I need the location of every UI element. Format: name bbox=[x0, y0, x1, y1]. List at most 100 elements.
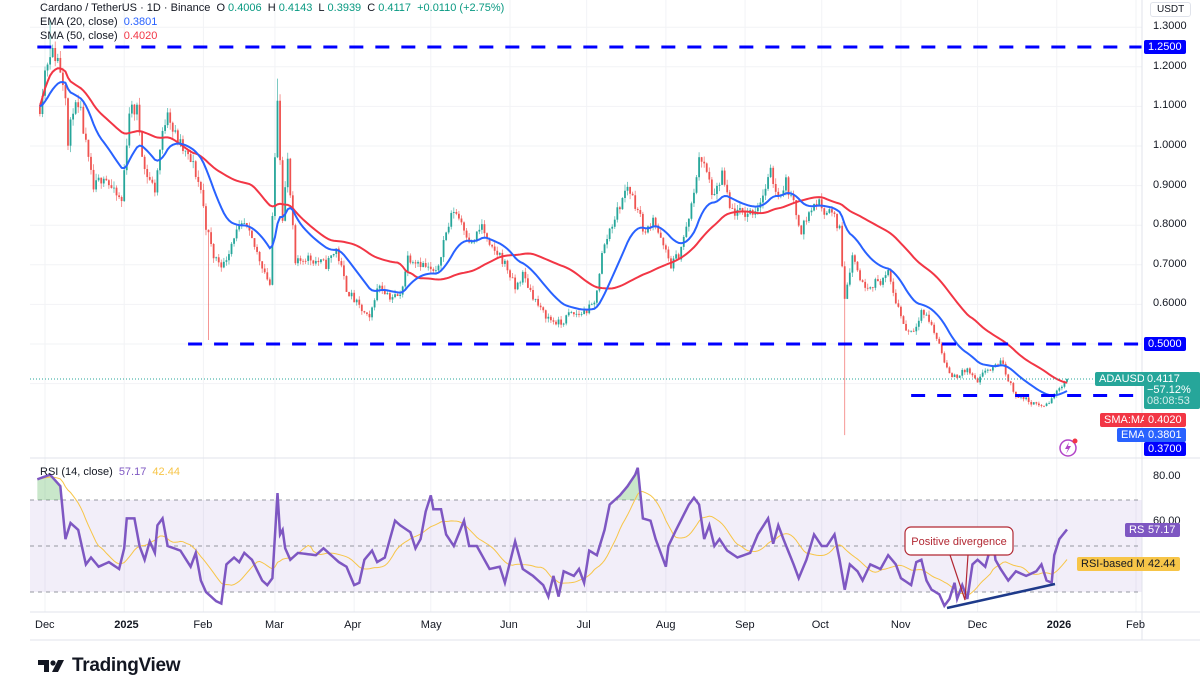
candle[interactable] bbox=[409, 253, 412, 265]
candle[interactable] bbox=[567, 308, 570, 317]
candle[interactable] bbox=[598, 272, 601, 293]
candle[interactable] bbox=[424, 258, 427, 268]
candle[interactable] bbox=[156, 168, 159, 196]
sma-legend[interactable]: SMA (50, close) 0.4020 bbox=[40, 30, 160, 42]
candle[interactable] bbox=[871, 286, 874, 292]
candle[interactable] bbox=[442, 235, 445, 262]
candle[interactable] bbox=[373, 298, 376, 311]
candle[interactable] bbox=[555, 320, 557, 326]
candle[interactable] bbox=[95, 173, 97, 193]
ema-legend[interactable]: EMA (20, close) 0.3801 bbox=[40, 16, 160, 28]
candle[interactable] bbox=[618, 205, 621, 214]
candle[interactable] bbox=[153, 179, 156, 197]
candle[interactable] bbox=[739, 202, 741, 215]
candle[interactable] bbox=[391, 294, 394, 303]
candle[interactable] bbox=[504, 259, 506, 267]
candle[interactable] bbox=[976, 377, 979, 383]
candle[interactable] bbox=[795, 200, 798, 220]
candle[interactable] bbox=[143, 154, 146, 175]
candle[interactable] bbox=[969, 367, 971, 375]
candle[interactable] bbox=[578, 310, 580, 318]
candle[interactable] bbox=[869, 286, 872, 290]
candle[interactable] bbox=[74, 99, 77, 116]
candle[interactable] bbox=[728, 189, 731, 210]
candle[interactable] bbox=[64, 81, 67, 106]
candle[interactable] bbox=[164, 119, 166, 134]
candle[interactable] bbox=[877, 275, 879, 282]
candle[interactable] bbox=[744, 206, 746, 221]
divergence-annotation[interactable]: Positive divergence bbox=[904, 526, 1056, 610]
candle[interactable] bbox=[123, 164, 126, 202]
candle[interactable] bbox=[417, 260, 419, 268]
candle[interactable] bbox=[317, 257, 320, 266]
candle[interactable] bbox=[884, 271, 887, 283]
candle[interactable] bbox=[634, 190, 637, 212]
candle[interactable] bbox=[261, 261, 264, 273]
candle[interactable] bbox=[1040, 404, 1043, 408]
candle[interactable] bbox=[708, 167, 711, 184]
candle[interactable] bbox=[808, 211, 810, 223]
candle[interactable] bbox=[856, 261, 859, 272]
candle[interactable] bbox=[169, 108, 172, 130]
candle[interactable] bbox=[79, 100, 82, 111]
candle[interactable] bbox=[544, 309, 547, 323]
candle[interactable] bbox=[680, 246, 683, 262]
candle[interactable] bbox=[792, 190, 795, 203]
candle[interactable] bbox=[907, 329, 910, 335]
candle[interactable] bbox=[621, 197, 624, 210]
candle[interactable] bbox=[616, 202, 619, 223]
candle[interactable] bbox=[624, 184, 626, 203]
candle[interactable] bbox=[933, 322, 936, 335]
candle[interactable] bbox=[1060, 385, 1063, 391]
candle[interactable] bbox=[537, 295, 540, 308]
candle[interactable] bbox=[1030, 399, 1033, 407]
candle[interactable] bbox=[639, 206, 642, 218]
candle[interactable] bbox=[299, 255, 302, 265]
candle[interactable] bbox=[130, 100, 133, 118]
candle[interactable] bbox=[429, 262, 432, 274]
candle[interactable] bbox=[90, 153, 92, 175]
candle[interactable] bbox=[820, 193, 823, 212]
candle[interactable] bbox=[1007, 373, 1010, 383]
candle[interactable] bbox=[268, 277, 271, 287]
candle[interactable] bbox=[731, 203, 734, 210]
candle[interactable] bbox=[698, 152, 700, 181]
candle[interactable] bbox=[1037, 401, 1040, 407]
candle[interactable] bbox=[823, 207, 826, 219]
candle[interactable] bbox=[133, 103, 136, 121]
ema-line[interactable] bbox=[39, 81, 1068, 397]
candle[interactable] bbox=[894, 289, 897, 305]
candle[interactable] bbox=[603, 243, 606, 254]
candle[interactable] bbox=[917, 317, 920, 331]
candle[interactable] bbox=[726, 179, 729, 195]
candle[interactable] bbox=[958, 375, 961, 379]
candle[interactable] bbox=[974, 373, 976, 379]
lightning-icon[interactable] bbox=[1059, 438, 1078, 457]
candle[interactable] bbox=[825, 210, 828, 216]
candle[interactable] bbox=[723, 167, 726, 187]
price-pane[interactable] bbox=[30, 19, 1142, 436]
candle[interactable] bbox=[233, 237, 235, 247]
candle[interactable] bbox=[159, 148, 161, 175]
candle[interactable] bbox=[82, 102, 85, 134]
candle[interactable] bbox=[348, 291, 350, 297]
candle[interactable] bbox=[703, 156, 706, 168]
candle[interactable] bbox=[657, 223, 660, 235]
candle[interactable] bbox=[1027, 396, 1030, 405]
candle[interactable] bbox=[258, 250, 261, 266]
candle[interactable] bbox=[483, 220, 486, 239]
candle[interactable] bbox=[69, 117, 72, 153]
candle[interactable] bbox=[966, 367, 969, 375]
candle[interactable] bbox=[46, 62, 49, 77]
candle[interactable] bbox=[166, 108, 169, 129]
candle[interactable] bbox=[297, 255, 299, 267]
candle[interactable] bbox=[491, 244, 494, 249]
candle[interactable] bbox=[1043, 405, 1045, 408]
candle[interactable] bbox=[330, 255, 333, 263]
candle[interactable] bbox=[700, 156, 703, 168]
candle[interactable] bbox=[662, 237, 665, 250]
candle[interactable] bbox=[51, 44, 54, 58]
candle[interactable] bbox=[302, 258, 304, 265]
candle[interactable] bbox=[813, 203, 815, 212]
